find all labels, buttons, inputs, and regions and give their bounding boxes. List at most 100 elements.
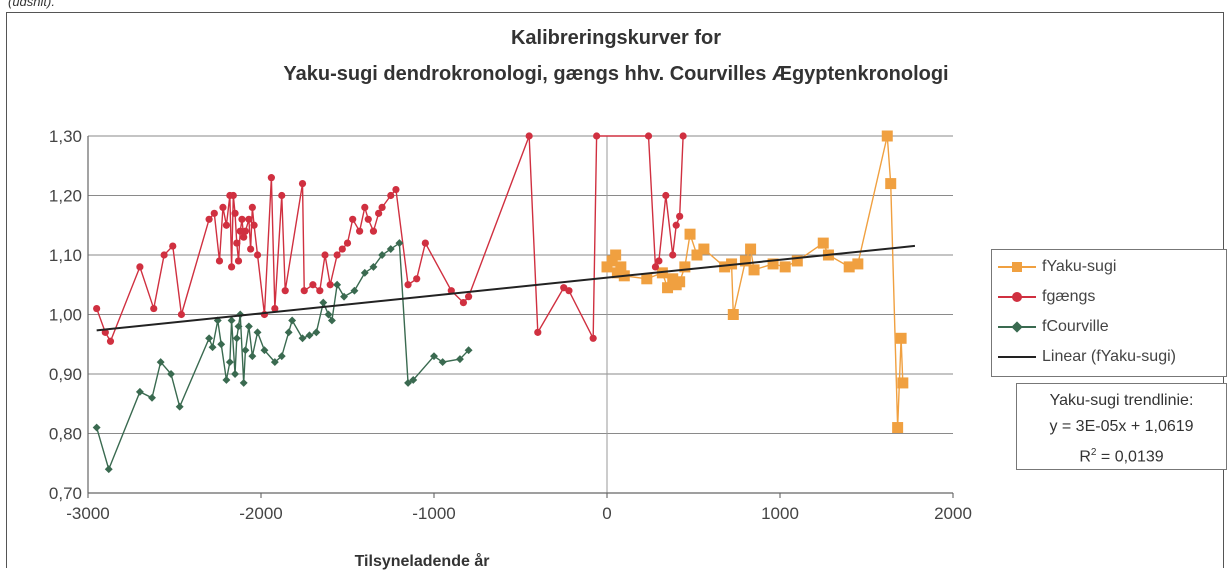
point-fg-ngs [676, 212, 684, 220]
trendline-equation-box: Yaku-sugi trendlinie: y = 3E-05x + 1,061… [1016, 383, 1227, 470]
point-fg-ngs [169, 242, 177, 250]
point-fg-ngs [565, 287, 573, 295]
point-fyaku-sugi [739, 255, 751, 267]
legend-label-fgaengs: fgængs [1042, 288, 1096, 305]
x-tick-label: 2000 [934, 504, 972, 523]
point-fg-ngs [236, 227, 244, 235]
point-fcourville [217, 340, 226, 349]
point-fg-ngs [233, 239, 241, 247]
point-fcourville [312, 328, 321, 337]
point-fyaku-sugi [615, 261, 627, 273]
point-fg-ngs [421, 239, 429, 247]
series-line-fg-ngs [95, 135, 684, 343]
point-fcourville [156, 358, 165, 367]
point-fg-ngs [300, 287, 308, 295]
point-fyaku-sugi [606, 255, 618, 267]
point-fg-ngs [248, 203, 256, 211]
legend-label-fyaku-sugi: fYaku-sugi [1042, 258, 1117, 275]
point-fg-ngs [655, 257, 663, 265]
legend-item-fyaku-sugi: fYaku-sugi [998, 254, 1116, 280]
x-tick-label: -2000 [239, 504, 282, 523]
point-fg-ngs [404, 281, 412, 289]
point-fcourville [395, 239, 404, 248]
point-fcourville [244, 322, 253, 331]
x-tick-label: -1000 [412, 504, 455, 523]
point-fcourville [305, 331, 314, 340]
point-fyaku-sugi [892, 422, 904, 434]
point-fcourville [333, 280, 342, 289]
point-fg-ngs [356, 227, 364, 235]
point-fg-ngs [679, 132, 687, 140]
point-fg-ngs [589, 334, 597, 342]
point-fg-ngs [465, 293, 473, 301]
point-fg-ngs [227, 263, 236, 271]
point-fcourville [319, 298, 328, 307]
x-tick-label: 0 [602, 504, 611, 523]
point-fcourville [430, 352, 438, 361]
point-fyaku-sugi [817, 237, 829, 249]
point-fcourville [239, 378, 248, 387]
point-fcourville [404, 378, 413, 387]
legend-label-fcourville: fCourville [1042, 318, 1109, 335]
point-fcourville [260, 346, 269, 355]
point-fg-ngs [205, 215, 213, 223]
trendbox-line1: Yaku-sugi trendlinie: [1049, 392, 1194, 409]
point-fg-ngs [326, 281, 334, 289]
y-tick-label: 0,70 [49, 484, 82, 503]
y-tick-label: 1,20 [49, 187, 82, 206]
point-fg-ngs [593, 132, 601, 140]
y-tick-label: 1,10 [49, 246, 82, 265]
point-fg-ngs [229, 191, 237, 200]
point-fcourville [270, 358, 279, 367]
point-fyaku-sugi [719, 261, 731, 273]
point-fg-ngs [150, 304, 158, 313]
point-fg-ngs [662, 191, 670, 200]
point-fg-ngs [253, 251, 262, 259]
point-fyaku-sugi [679, 261, 691, 273]
point-fyaku-sugi [895, 332, 907, 344]
legend-item-fgaengs: fgængs [998, 284, 1095, 310]
point-fg-ngs [106, 337, 115, 345]
point-fg-ngs [349, 215, 357, 223]
point-fyaku-sugi [691, 249, 703, 261]
legend: fYaku-sugi fgængs fCourville Linear (fYa… [991, 249, 1227, 377]
point-fyaku-sugi [698, 243, 710, 255]
y-tick-label: 1,30 [49, 127, 82, 146]
point-fyaku-sugi [662, 282, 674, 294]
x-tick-label: 1000 [761, 504, 799, 523]
trendbox-r-sup: 2 [1090, 447, 1097, 458]
point-fg-ngs [309, 281, 317, 289]
point-fg-ngs [240, 233, 248, 241]
point-fg-ngs [644, 132, 653, 140]
point-fg-ngs [387, 191, 395, 200]
point-fcourville [104, 465, 113, 474]
point-fyaku-sugi [667, 273, 679, 285]
point-fg-ngs [343, 239, 352, 247]
point-fcourville [241, 346, 250, 355]
point-fcourville [92, 423, 101, 432]
point-fg-ngs [298, 180, 307, 188]
point-fg-ngs [247, 245, 255, 253]
y-tick-label: 0,80 [49, 425, 82, 444]
point-fg-ngs [215, 257, 224, 265]
point-fg-ngs [651, 263, 660, 271]
trendbox-line3: R2 = 0,0139 [1017, 440, 1226, 470]
y-tick-label: 0,90 [49, 365, 82, 384]
point-fcourville [464, 346, 473, 355]
point-fyaku-sugi [791, 255, 803, 267]
point-fyaku-sugi [779, 261, 791, 273]
point-fg-ngs [316, 287, 324, 295]
point-fg-ngs [241, 227, 250, 235]
point-fyaku-sugi [843, 261, 855, 273]
point-fcourville [455, 355, 464, 364]
point-fcourville [277, 352, 286, 361]
chart-title-line1: Kalibreringskurver for [511, 27, 721, 49]
point-fcourville [288, 316, 297, 325]
point-fyaku-sugi [885, 178, 897, 190]
legend-item-fcourville: fCourville [998, 314, 1109, 340]
point-fcourville [340, 292, 348, 301]
point-fg-ngs [238, 215, 246, 223]
point-fcourville [225, 358, 234, 367]
point-fyaku-sugi [674, 276, 686, 288]
point-fcourville [298, 334, 307, 343]
